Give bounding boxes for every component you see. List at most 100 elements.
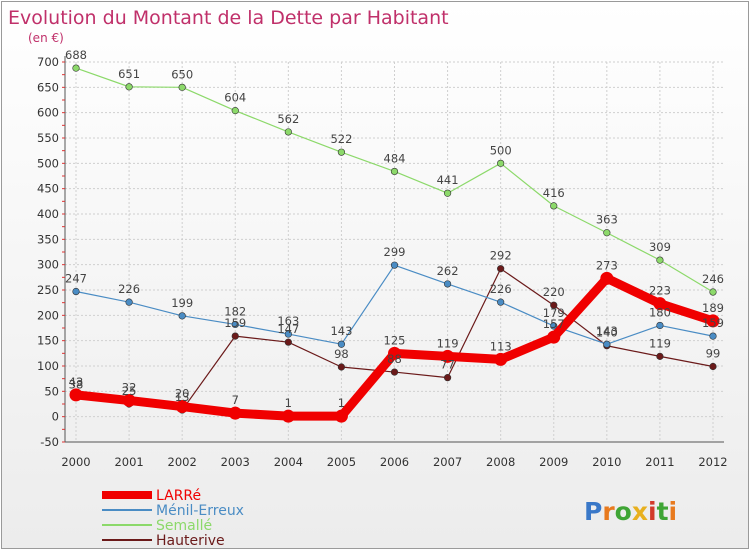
data-labels: 38 25 13 159 147 98 88 77 292 220 140 119 99 247 226 19… [65,48,724,410]
x-tick-label: 2005 [327,455,356,469]
data-label: 125 [384,333,406,347]
data-label: 119 [649,336,671,350]
data-label: 223 [649,284,671,298]
data-point [709,332,717,340]
x-tick-label: 2008 [486,455,515,469]
y-tick-label: 250 [37,283,59,297]
data-point [178,83,186,91]
y-tick-label: 0 [52,410,59,424]
data-label: 163 [277,314,299,328]
data-point [441,349,455,363]
chart-title: Evolution du Montant de la Dette par Hab… [8,7,449,29]
data-label: 7 [232,393,239,407]
y-tick-label: -50 [40,435,59,449]
data-point [656,321,664,330]
data-point [709,288,717,296]
data-point [178,312,186,320]
data-label: 650 [171,67,193,81]
data-label: 262 [437,264,459,278]
data-label: 140 [596,326,618,340]
data-label: 113 [490,339,512,353]
logo-letter: t [657,497,669,526]
data-label: 246 [702,272,724,286]
data-label: 273 [596,258,618,272]
y-tick-label: 300 [37,258,59,272]
chart-subtitle: (en €) [28,31,64,45]
data-label: 484 [384,151,406,165]
data-label: 441 [437,173,459,187]
data-label: 157 [543,317,565,331]
data-label: 159 [224,316,246,330]
data-point [175,400,189,414]
proxiti-logo: Proxiti [584,497,677,526]
data-point [122,393,136,407]
axes: -50 0 50 100 150 200 250 300 350 400 450 500 550 600 6… [37,55,728,469]
y-tick-label: 450 [37,182,59,196]
logo-text: Proxiti [584,497,677,526]
y-tick-label: 150 [37,334,59,348]
data-label: 119 [437,336,459,350]
data-label: 13 [175,390,190,404]
legend-label: LARRé [156,488,201,504]
x-tick-label: 2012 [698,455,727,469]
data-label: 20 [175,387,190,401]
data-point [72,64,80,72]
data-point [390,167,399,176]
data-point [443,280,452,288]
data-point [388,346,401,360]
x-tick-label: 2007 [433,455,462,469]
data-label: 220 [543,285,565,299]
data-label: 500 [490,143,512,157]
data-label: 299 [384,245,406,259]
data-label: 43 [69,375,84,389]
legend-label: Hauterive [156,533,225,549]
data-label: 199 [171,296,193,310]
data-point [709,362,717,371]
data-point [231,332,239,340]
data-label: 77 [440,358,455,372]
y-tick-label: 600 [37,106,59,120]
y-tick-label: 500 [37,156,59,170]
x-tick-label: 2003 [221,455,250,469]
logo-letter: x [632,497,648,526]
data-point [390,368,399,376]
data-point [706,314,720,328]
logo-letter: i [669,497,678,526]
logo-letter: i [648,497,657,526]
data-point [497,298,505,306]
data-label: 88 [387,352,402,366]
y-tick-label: 550 [37,131,59,145]
x-tick-label: 2010 [592,455,621,469]
data-point [550,322,558,330]
series-layer [69,64,720,423]
data-label: 1 [285,396,292,410]
data-label: 562 [277,112,299,126]
y-tick-label: 100 [37,359,59,373]
y-tick-label: 50 [44,384,59,398]
data-label: 32 [122,380,137,394]
data-label: 179 [543,306,565,320]
data-point [547,330,561,344]
data-label: 604 [224,91,246,105]
data-label: 363 [596,213,618,227]
data-label: 1 [338,396,345,410]
data-label: 38 [69,377,84,391]
data-point [337,340,346,348]
data-point [231,320,239,329]
data-point [600,271,614,285]
data-label: 180 [649,305,671,319]
data-point [125,298,133,306]
data-point [494,352,508,366]
data-point [550,202,558,210]
data-point [284,128,292,136]
data-label: 292 [490,249,512,263]
data-point [337,148,346,156]
data-label: 688 [65,48,87,62]
data-point [284,338,292,346]
data-point [653,297,667,311]
y-tick-label: 350 [37,232,59,246]
data-point [443,189,452,197]
x-tick-label: 2001 [114,455,143,469]
